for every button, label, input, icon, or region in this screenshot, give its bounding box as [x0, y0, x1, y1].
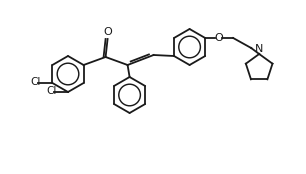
- Text: O: O: [103, 27, 112, 37]
- Text: N: N: [255, 44, 263, 54]
- Text: O: O: [215, 33, 224, 43]
- Text: Cl: Cl: [46, 86, 56, 96]
- Text: Cl: Cl: [30, 77, 41, 87]
